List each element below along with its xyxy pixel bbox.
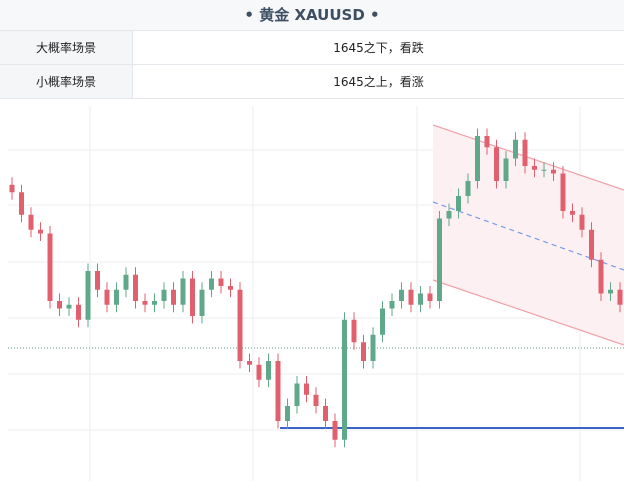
candle-body	[323, 406, 328, 421]
candle-body	[142, 301, 148, 305]
candle-body	[247, 361, 252, 365]
candle-body	[19, 192, 24, 215]
candle-body	[399, 289, 404, 301]
candle-body	[294, 383, 300, 406]
candle-body	[152, 301, 157, 305]
channel-lower	[432, 279, 624, 346]
candle-body	[313, 394, 319, 406]
candle-body	[95, 271, 100, 290]
row: 大概率场景 1645之下，看跌	[0, 31, 624, 65]
channel-upper	[432, 124, 624, 191]
cell: 大概率场景	[0, 31, 133, 65]
candle-body	[57, 301, 62, 309]
candle-body	[370, 334, 376, 361]
candle-body	[351, 319, 357, 343]
candle-body	[285, 406, 290, 421]
candle-body	[256, 364, 262, 380]
candle-body	[237, 289, 243, 361]
cell: 1645之上，看涨	[132, 64, 624, 99]
candle-body	[209, 278, 214, 290]
candle-body	[608, 289, 613, 294]
candle-body	[304, 383, 309, 395]
candle-body	[76, 304, 81, 320]
candle-body	[475, 136, 480, 181]
candle-body	[85, 271, 91, 320]
candle-body	[161, 289, 167, 301]
candle-body	[342, 319, 347, 440]
candle-body	[361, 342, 366, 361]
candle-body	[275, 361, 281, 421]
candle-body	[598, 259, 604, 294]
candle-body	[218, 278, 224, 286]
row: 小概率场景 1645之上，看涨	[0, 64, 624, 99]
candle-body	[532, 166, 537, 170]
candle-body	[180, 278, 186, 305]
cell: 小概率场景	[0, 64, 133, 99]
candle-body	[190, 278, 195, 316]
candle-body	[560, 173, 566, 211]
candle-body	[579, 214, 585, 230]
candle-body	[589, 229, 594, 260]
candle-body	[484, 136, 490, 148]
candle-body	[9, 184, 15, 193]
candle-body	[456, 196, 461, 211]
candle-body	[570, 211, 575, 215]
candle-body	[418, 293, 423, 305]
scenario-table: 大概率场景 1645之下，看跌 小概率场景 1645之上，看涨	[0, 31, 624, 99]
candle-body	[123, 274, 129, 290]
cell: 1645之下，看跌	[132, 31, 624, 65]
candle-body	[66, 304, 72, 309]
candle-body	[380, 308, 385, 335]
candle-body	[114, 289, 119, 305]
candle-body	[551, 169, 556, 174]
candle-body	[617, 289, 623, 305]
candle-body	[47, 233, 53, 301]
candle-body	[541, 169, 547, 171]
candle-body	[104, 289, 110, 305]
candle-body	[199, 289, 205, 316]
candle-body	[522, 139, 528, 166]
candle-body	[389, 301, 395, 309]
candle-body	[171, 289, 176, 305]
candle-body	[133, 274, 138, 301]
channel-fill	[433, 125, 624, 345]
candle-body	[427, 293, 433, 301]
candle-body	[465, 181, 471, 196]
candle-body	[494, 147, 499, 181]
candle-body	[38, 229, 43, 234]
candle-body	[446, 211, 452, 219]
candle-body	[28, 214, 34, 230]
title: • 黄金 XAUUSD •	[0, 0, 624, 31]
candle-body	[503, 158, 509, 181]
channel-mid	[432, 201, 624, 271]
candle-body	[266, 361, 271, 380]
candle-body	[437, 218, 442, 301]
candle-body	[408, 289, 414, 305]
chart	[8, 106, 624, 481]
candle-body	[513, 139, 518, 159]
candle-body	[332, 421, 338, 440]
candle-body	[228, 286, 233, 290]
